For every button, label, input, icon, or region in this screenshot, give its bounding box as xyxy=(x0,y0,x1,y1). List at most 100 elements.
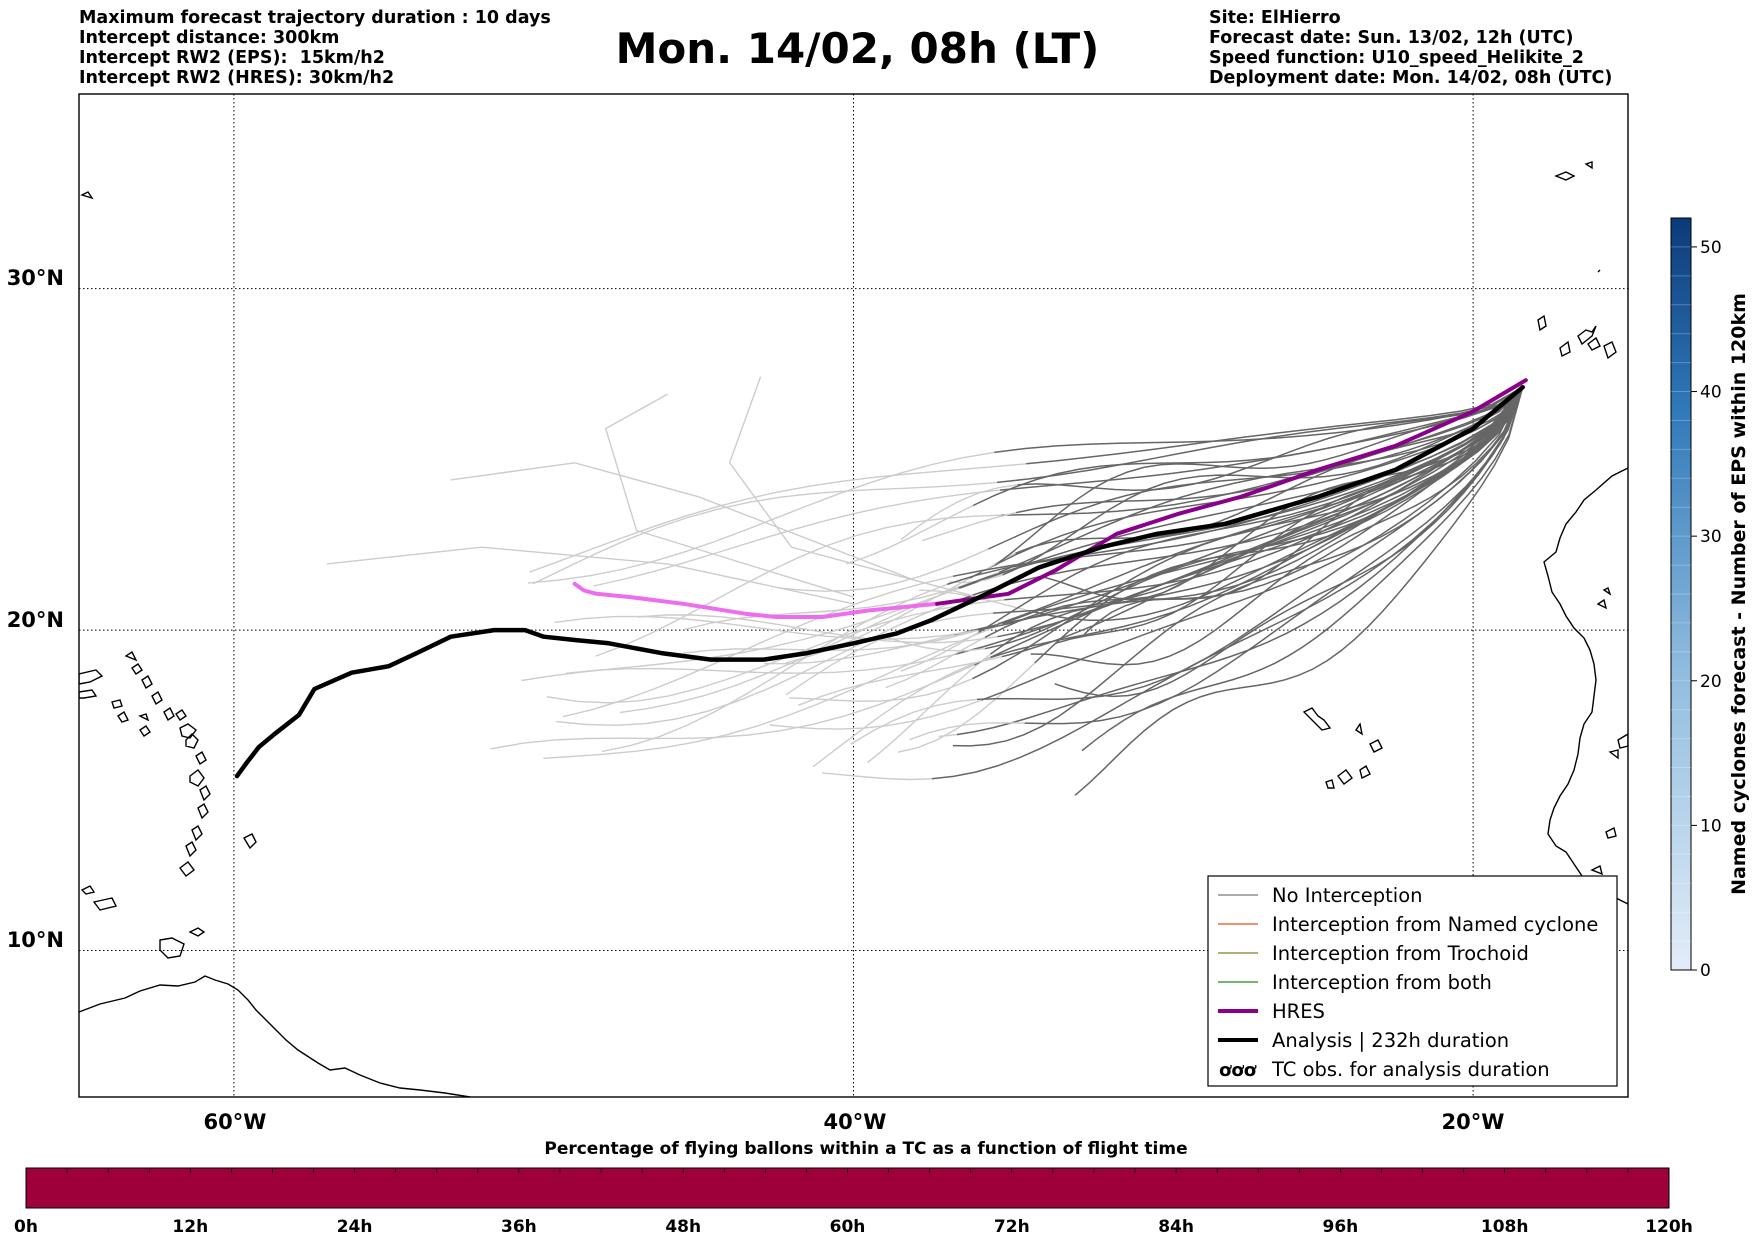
map-frame xyxy=(78,93,1629,1098)
eps-trajectory-beyond xyxy=(789,678,973,702)
africa-coast xyxy=(1543,467,1628,905)
hres-trajectory-faded xyxy=(572,581,940,619)
eps-trajectory-no-interception xyxy=(1002,386,1524,576)
header-right-line-2: Speed function: U10_speed_Helikite_2 xyxy=(1209,48,1584,68)
timebar-tick-label: 60h xyxy=(830,1217,866,1237)
eps-trajectory-beyond xyxy=(450,462,916,582)
timebar-tick-label: 120h xyxy=(1645,1217,1693,1237)
african-coast-islets xyxy=(1590,587,1628,876)
lat-label-10n: 10°N xyxy=(7,928,64,952)
eps-trajectory-no-interception xyxy=(952,386,1524,747)
lon-label-60w: 60°W xyxy=(204,1110,267,1134)
tc-obs-symbol: ơơơ xyxy=(1219,1060,1257,1081)
timebar-tick-label: 84h xyxy=(1158,1217,1194,1237)
timebar-tick-label: 72h xyxy=(994,1217,1030,1237)
tobago-island xyxy=(188,927,206,937)
eps-trajectory-beyond xyxy=(812,656,991,768)
eps-trajectory-beyond xyxy=(885,635,986,652)
eps-trajectory-beyond xyxy=(683,623,999,654)
eps-trajectory-beyond xyxy=(326,546,854,605)
eps-trajectory-beyond xyxy=(845,504,974,565)
lon-label-20w: 20°W xyxy=(1442,1110,1505,1134)
eps-trajectory-beyond xyxy=(900,631,979,672)
eps-trajectory-beyond xyxy=(490,664,975,750)
eps-trajectory-beyond xyxy=(593,489,1001,587)
cape-verde-islands xyxy=(1302,707,1383,789)
caribbean-islets xyxy=(80,191,151,911)
eps-trajectories xyxy=(326,376,1524,796)
eps-trajectory-beyond xyxy=(779,548,989,592)
colorbar-tick-label: 50 xyxy=(1700,238,1722,258)
colorbar-tick-label: 30 xyxy=(1700,527,1722,547)
eps-trajectory-beyond xyxy=(543,623,1003,759)
eps-trajectory-no-interception xyxy=(956,386,1524,736)
timebar-tick-label: 96h xyxy=(1323,1217,1359,1237)
colorbar: 0 10 20 30 40 50 Named cyclones forecast - Nu… xyxy=(1670,217,1750,981)
colorbar-tick-label: 0 xyxy=(1700,961,1711,981)
eps-trajectory-beyond xyxy=(938,733,957,738)
madeira-islands xyxy=(1554,161,1601,273)
eps-trajectory-no-interception xyxy=(989,386,1524,655)
colorbar-label: Named cyclones forecast - Number of EPS … xyxy=(1728,293,1750,895)
eps-trajectory-beyond xyxy=(867,653,991,764)
eps-trajectory-beyond xyxy=(595,514,1002,657)
canary-islands xyxy=(1537,314,1617,360)
header-left-line-2: Intercept RW2 (EPS): 15km/h2 xyxy=(79,48,385,68)
legend-label-0: No Interception xyxy=(1272,884,1423,907)
eps-trajectory-beyond xyxy=(532,481,998,585)
colorbar-tick-label: 20 xyxy=(1700,672,1722,692)
puerto-rico-coast xyxy=(79,669,104,699)
eps-trajectory-beyond xyxy=(900,484,1018,541)
legend-label-2: Interception from Trochoid xyxy=(1272,942,1529,965)
timebar-tick-label: 24h xyxy=(337,1217,373,1237)
colorbar-tick-label: 10 xyxy=(1700,816,1722,836)
coastlines xyxy=(79,161,1628,1097)
south-america-coast xyxy=(79,975,471,1097)
header-right-line-3: Deployment date: Mon. 14/02, 08h (UTC) xyxy=(1209,68,1613,88)
eps-trajectory-no-interception xyxy=(1024,386,1524,725)
legend-label-3: Interception from both xyxy=(1272,971,1492,994)
header-right-line-0: Site: ElHierro xyxy=(1209,8,1341,28)
eps-trajectory-no-interception xyxy=(990,386,1524,659)
page-title: Mon. 14/02, 08h (LT) xyxy=(615,24,1100,73)
eps-trajectory-beyond xyxy=(850,698,977,745)
guadeloupe-island xyxy=(175,709,197,739)
eps-trajectory-beyond xyxy=(562,575,953,718)
eps-trajectory-beyond xyxy=(529,463,1027,573)
lat-label-20n: 20°N xyxy=(7,608,64,632)
eps-trajectory-no-interception xyxy=(1015,386,1524,555)
graticule xyxy=(79,94,1628,1097)
eps-trajectory-no-interception xyxy=(999,386,1524,491)
lat-label-30n: 30°N xyxy=(7,266,64,290)
eps-trajectory-no-interception xyxy=(952,386,1524,578)
eps-trajectory-beyond xyxy=(554,615,979,640)
eps-trajectory-beyond xyxy=(527,451,995,584)
barbados-island xyxy=(243,833,257,850)
eps-trajectory-beyond xyxy=(885,636,986,689)
eps-trajectory-beyond xyxy=(798,656,1003,706)
eps-trajectory-beyond xyxy=(728,376,978,598)
timebar-title: Percentage of flying ballons within a TC… xyxy=(544,1139,1187,1159)
eps-trajectory-no-interception xyxy=(1074,387,1524,796)
legend-label-1: Interception from Named cyclone xyxy=(1272,913,1598,936)
header-right-line-1: Forecast date: Sun. 13/02, 12h (UTC) xyxy=(1209,28,1574,48)
eps-trajectory-no-interception xyxy=(997,386,1524,638)
eps-trajectory-beyond xyxy=(909,722,1025,741)
eps-trajectory-beyond xyxy=(981,552,1016,573)
eps-trajectory-no-interception xyxy=(995,386,1524,566)
eps-trajectory-beyond xyxy=(546,599,1005,704)
header-left-line-3: Intercept RW2 (HRES): 30km/h2 xyxy=(79,68,395,88)
header-left-line-0: Maximum forecast trajectory duration : 1… xyxy=(79,8,551,28)
colorbar-tick-label: 40 xyxy=(1700,383,1722,403)
timebar-tick-label: 108h xyxy=(1481,1217,1529,1237)
eps-trajectory-beyond xyxy=(921,512,1017,542)
timebar-tick-label: 48h xyxy=(665,1217,701,1237)
eps-trajectory-beyond xyxy=(822,772,932,781)
eps-trajectory-no-interception xyxy=(972,386,1524,507)
eps-trajectory-no-interception xyxy=(1026,386,1524,465)
eps-trajectory-beyond xyxy=(637,614,998,644)
eps-trajectory-beyond xyxy=(619,587,959,714)
eps-trajectory-no-interception xyxy=(987,386,1524,550)
timebar-tick-label: 36h xyxy=(501,1217,537,1237)
